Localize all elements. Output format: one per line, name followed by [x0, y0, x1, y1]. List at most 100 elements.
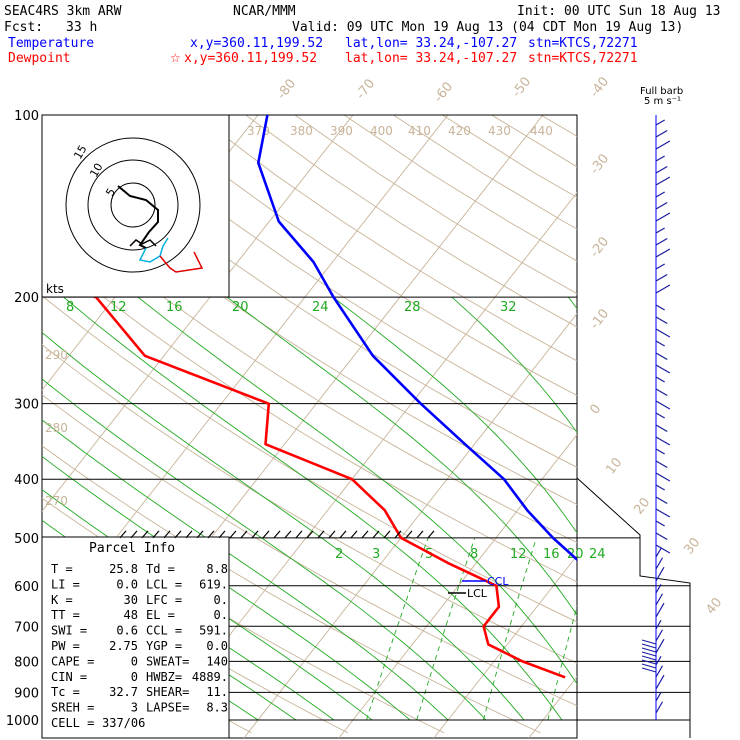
- mixing-ratio-upper-2: 16: [166, 300, 183, 315]
- pressure-tick-200: 200: [14, 291, 39, 306]
- parcel-value: 140: [206, 654, 228, 668]
- theta-label-7: 440: [530, 124, 553, 138]
- temperature-latlon: lat,lon= 33.24,-107.27: [345, 36, 517, 51]
- hatch-mark: [196, 530, 204, 539]
- hatch-mark: [405, 530, 413, 539]
- wind-barb-dense: [641, 651, 657, 657]
- wind-barb-column: Full barb 5 m s⁻¹: [576, 86, 691, 738]
- dry-adiabat: [48, 115, 577, 468]
- dry-adiabat: [688, 115, 740, 733]
- isotherm-line: [719, 115, 740, 738]
- parcel-value: 0.0: [206, 639, 228, 653]
- wind-barb-dense: [641, 647, 657, 653]
- header: SEAC4RS 3km ARW NCAR/MMM Init: 00 UTC Su…: [4, 4, 721, 66]
- theta-label-4: 410: [408, 124, 431, 138]
- wind-barb: [655, 629, 664, 642]
- wind-barb: [655, 352, 668, 361]
- mixing-ratio-line: [416, 537, 476, 721]
- isotherm-label-6: -20: [587, 234, 612, 260]
- parcel-value: 11.: [206, 685, 228, 699]
- theta-label-2: 390: [330, 124, 353, 138]
- parcel-info-panel: Parcel Info T = 25.8 Td = 8.8LI = 0.0 LCL = 61…: [41, 536, 230, 739]
- valid-time: Valid: 09 UTC Mon 19 Aug 13 (04 CDT Mon …: [292, 20, 683, 35]
- parcel-row: Tc = 32.7 SHEAR= 11.: [51, 685, 228, 699]
- parcel-value: 0: [131, 670, 138, 684]
- mixing-ratio-lower-7: 24: [589, 547, 606, 562]
- model-title: SEAC4RS 3km ARW: [4, 4, 122, 19]
- parcel-key: EL =: [146, 608, 175, 622]
- pressure-tick-1000: 1000: [6, 714, 39, 729]
- wind-barb: [655, 424, 668, 433]
- wind-barb: [655, 364, 671, 374]
- hatch-mark: [328, 530, 336, 539]
- isotherm-label-10: 20: [631, 495, 653, 517]
- wind-barb: [655, 273, 668, 282]
- parcel-key: HWBZ=: [146, 670, 182, 684]
- parcel-row: SREH = 3 LAPSE= 8.3: [51, 701, 228, 715]
- hodograph-ring-label-15: 15: [71, 143, 89, 162]
- ccl-marker: CCL: [462, 575, 509, 588]
- wind-barb: [655, 284, 671, 294]
- theta-label-1: 380: [290, 124, 313, 138]
- hatch-mark: [339, 530, 347, 539]
- full-barb-label-line2: 5 m s⁻¹: [644, 96, 681, 107]
- wind-barb: [655, 472, 671, 482]
- hodograph-trace-mid: [138, 237, 169, 263]
- wind-barb: [655, 176, 671, 186]
- isotherm-line: [338, 433, 577, 738]
- isotherm-label-1: -70: [353, 76, 378, 102]
- theta-label-10: 270: [45, 494, 68, 508]
- wind-barb-dense: [641, 655, 657, 661]
- parcel-key: Tc =: [51, 685, 80, 699]
- hatch-mark: [383, 530, 391, 539]
- isotherm-line: [42, 115, 354, 512]
- isotherm-label-4: -40: [587, 74, 612, 100]
- parcel-value: 0: [131, 654, 138, 668]
- parcel-key: CIN =: [51, 670, 87, 684]
- wind-barb: [655, 388, 668, 397]
- hatch-mark: [427, 530, 435, 539]
- star-icon: ☆: [170, 51, 181, 65]
- isotherm-label-9: 10: [603, 455, 625, 477]
- parcel-value: 591.: [199, 624, 228, 638]
- hodograph-box: [41, 114, 230, 298]
- mixing-ratio-lower-0: 2: [335, 547, 343, 562]
- wind-barb: [655, 129, 668, 138]
- parcel-value: 8.3: [206, 701, 228, 715]
- parcel-key: CAPE =: [51, 654, 94, 668]
- dry-adiabat: [97, 115, 577, 432]
- wind-barb: [655, 484, 665, 491]
- parcel-key: LI =: [51, 577, 80, 591]
- parcel-value: 2.75: [109, 639, 138, 653]
- hatch-mark: [350, 530, 358, 539]
- hodograph-ring-label-10: 10: [87, 161, 105, 180]
- wind-barb: [655, 412, 665, 419]
- dry-adiabat: [294, 115, 577, 295]
- moist-adiabat: [668, 297, 740, 720]
- hatch-mark: [372, 530, 380, 539]
- wind-barb: [655, 155, 665, 162]
- pressure-tick-labels: 100 200 300 400 500 600 700 800 900 1000: [6, 109, 39, 729]
- mixing-ratio-labels: 8 12 16 20 24 28 32 2 3 5 8 12 16 20 24: [66, 300, 606, 562]
- lcl-label: LCL: [467, 587, 488, 600]
- mixing-ratio-line: [482, 537, 537, 721]
- wind-barb: [655, 165, 668, 174]
- dry-adiabat: [42, 295, 577, 623]
- parcel-row: LI = 0.0 LCL = 619.: [51, 577, 228, 591]
- parcel-value: 30: [124, 593, 138, 607]
- org-title: NCAR/MMM: [233, 4, 296, 19]
- hodograph-ring-10: [87, 159, 179, 251]
- mixing-ratio-upper-6: 32: [500, 300, 517, 315]
- hatch-mark: [416, 530, 424, 539]
- hatch-mark: [229, 530, 237, 539]
- hatch-500mb: [119, 530, 435, 539]
- wind-barb-dense: [641, 659, 657, 665]
- mixing-ratio-lower-4: 12: [510, 547, 527, 562]
- isotherm-label-2: -60: [431, 79, 456, 105]
- isotherm-label-0: -80: [274, 76, 299, 102]
- wind-barb: [655, 140, 671, 150]
- parcel-key: SWEAT=: [146, 654, 189, 668]
- temperature-station: stn=KTCS,72271: [528, 36, 638, 51]
- fcst-label: Fcst:: [4, 20, 43, 35]
